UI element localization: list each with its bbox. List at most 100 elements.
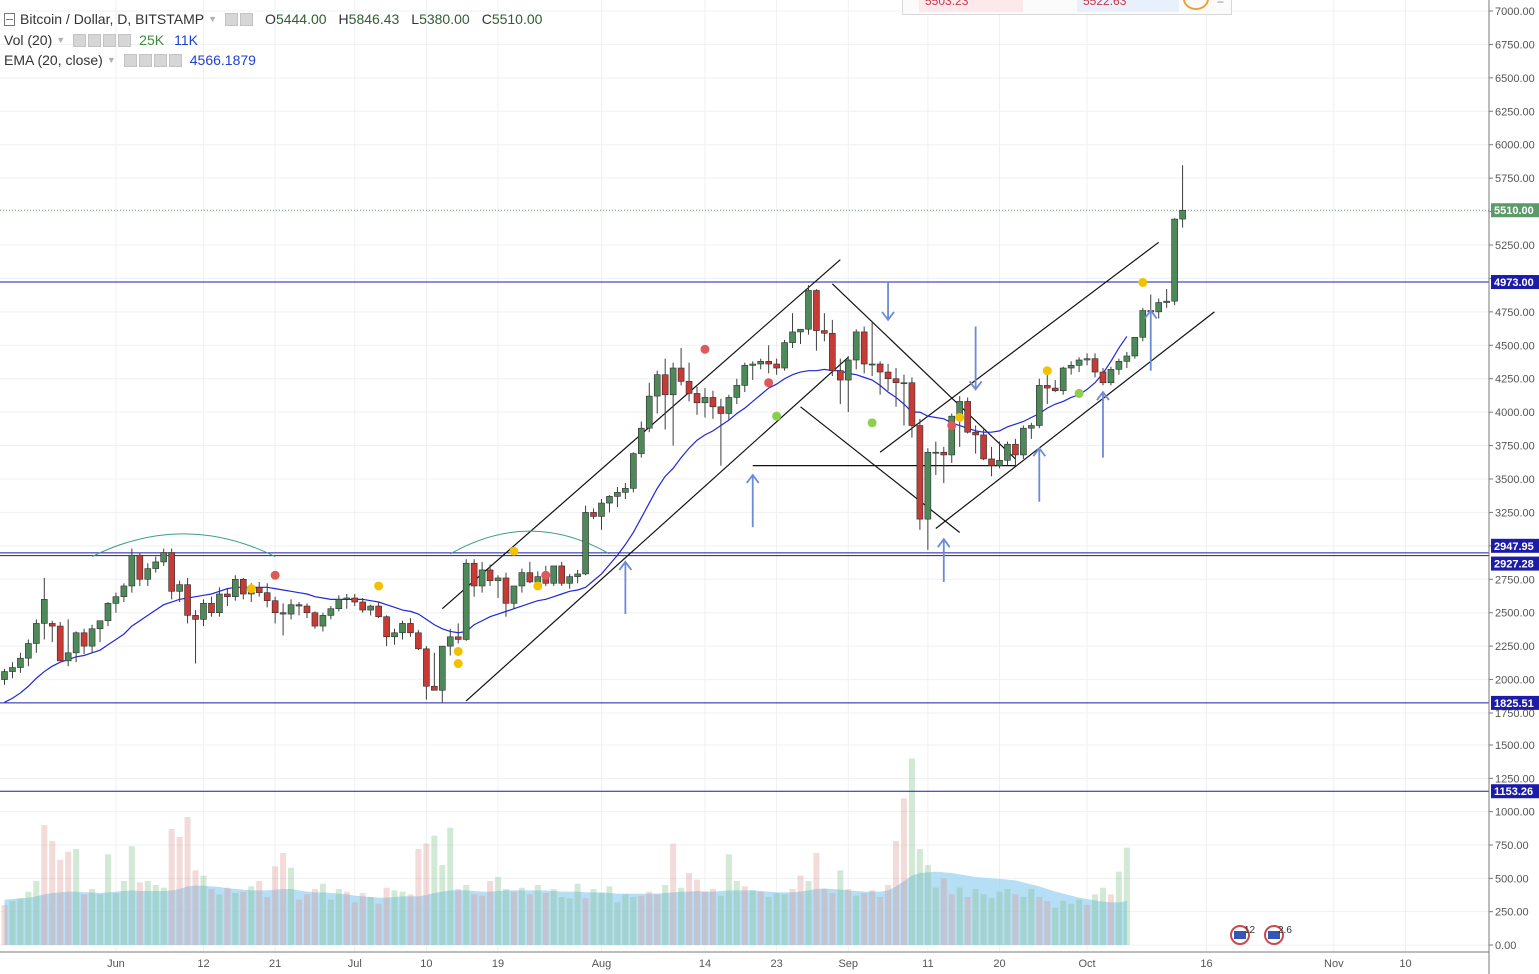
open-value: 5444.00 [275,11,327,27]
eye-icon[interactable] [123,53,137,67]
chevron-down-icon[interactable]: ▼ [208,14,218,24]
candle-up [550,565,558,584]
open-label: O [265,11,276,27]
volume-value-2: 11K [174,32,198,48]
trend-line [800,406,961,533]
time-tick-label: Sep [838,958,858,970]
candle-up [399,623,406,634]
price-tick-label: 3250.00 [1495,507,1535,519]
low-label: L [411,11,420,27]
candle-up [343,597,351,600]
volume-bar [89,889,96,945]
candle-up [749,363,757,366]
candle-up [438,645,446,691]
volume-bar [757,891,764,945]
candle-up [1107,369,1115,384]
volume-bar [709,889,716,945]
volume-bar [112,893,119,945]
volume-bar [598,893,605,945]
arrow-up-icon [937,537,951,548]
candle-down [717,406,725,414]
time-tick-label: 23 [770,958,782,970]
candle-down [136,554,144,580]
chevron-down-icon[interactable]: ▼ [56,35,66,45]
candle-down [184,584,191,616]
candle-up [478,569,486,587]
candle-up [741,365,749,386]
volume-bar [208,889,215,945]
volume-bar [630,897,637,945]
signal-dot-yellow [509,546,519,556]
candle-up [104,603,112,622]
signal-dot-yellow [533,581,543,591]
volume-bar [463,885,470,945]
gear-icon[interactable] [240,12,254,26]
price-tick-label: 6500.00 [1495,73,1535,85]
chevron-down-icon[interactable]: ▼ [106,55,116,65]
candle-up [574,573,581,577]
volume-bar [144,881,151,945]
price-tick-label: 6750.00 [1495,39,1535,51]
volume-label[interactable]: Vol (20) [4,32,53,48]
sell-price-button[interactable]: 5503.23 [919,0,1023,12]
volume-bar [813,853,820,945]
candle-up [1067,365,1075,369]
price-tick-label: 7000.00 [1495,6,1535,18]
volume-bar [120,881,127,945]
close-icon[interactable] [118,33,132,47]
volume-bar [622,894,629,945]
candle-down [80,632,88,647]
volume-bar [81,894,88,945]
candle-down [255,587,263,593]
price-tick-label: 2500.00 [1495,608,1535,620]
arc-drawing [450,530,610,555]
volume-bar [1004,889,1011,945]
level-price-tag-label: 2927.28 [1494,559,1534,571]
volume-bar [104,854,111,945]
time-tick-label: Oct [1078,958,1095,970]
eye-icon[interactable] [225,12,239,26]
gear-icon[interactable] [138,53,152,67]
plus-icon[interactable] [103,33,117,47]
time-tick-label: 16 [1200,958,1212,970]
volume-bar [869,890,876,945]
horizontal-levels [0,209,1489,792]
close-icon[interactable] [168,53,182,67]
candle-down [431,685,438,691]
candle-down [836,370,844,381]
volume-bar [25,891,32,945]
symbol-title[interactable]: Bitcoin / Dollar, D, BITSTAMP [20,11,205,27]
volume-bar [335,889,342,945]
volume-bar [232,893,239,945]
price-tick-label: 2750.00 [1495,574,1535,586]
volume-bar [160,887,167,945]
volume-bar [542,893,549,945]
price-tick-label: 6250.00 [1495,106,1535,118]
buy-price-button[interactable]: 5522.63 [1077,0,1179,12]
gear-icon[interactable] [88,33,102,47]
volume-bar [1036,897,1043,945]
eye-icon[interactable] [73,33,87,47]
price-tick-label: 4250.00 [1495,374,1535,386]
level-price-tag-label: 1153.26 [1494,786,1533,798]
candle-up [518,572,526,587]
volume-bar [1092,894,1099,945]
volume-bar [447,827,454,945]
volume-bar [614,902,621,945]
signal-dot-green [772,411,782,421]
price-tick-label: 2000.00 [1495,675,1535,687]
volume-bar [964,897,971,945]
signal-dot-yellow [374,581,384,591]
collapse-icon[interactable] [4,12,15,26]
alert-icon[interactable] [1183,0,1209,10]
candle-down [1051,387,1059,392]
plus-icon[interactable] [153,53,167,67]
volume-bar [264,897,271,945]
volume-bar [646,891,653,945]
volume-bar [590,889,597,945]
candle-down [1012,443,1019,456]
volume-bar [502,889,509,945]
minimize-icon[interactable]: − [1217,0,1225,9]
ema-label[interactable]: EMA (20, close) [4,52,103,68]
